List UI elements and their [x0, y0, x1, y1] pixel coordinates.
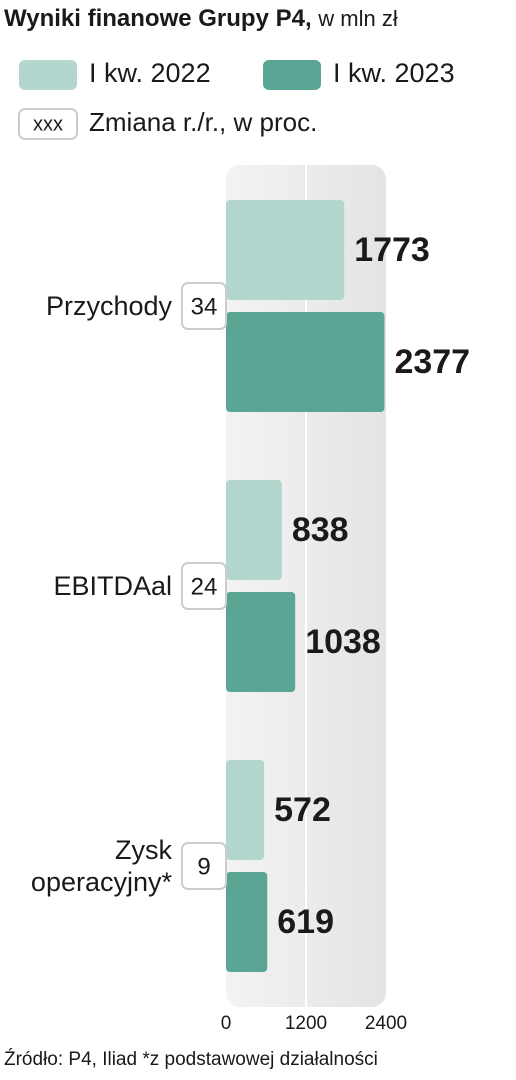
value-label: 572	[274, 791, 331, 829]
source-note: Źródło: P4, Iliad *z podstawowej działal…	[4, 1049, 378, 1070]
value-label: 1773	[354, 231, 430, 269]
category-label: Zysk operacyjny*	[30, 835, 172, 897]
bar	[226, 592, 296, 692]
subtitle: w mln zł	[317, 6, 398, 31]
change-label: 9	[197, 853, 210, 880]
bar	[226, 480, 282, 580]
legend-label: I kw. 2023	[333, 58, 455, 88]
category-label: Przychody	[45, 291, 172, 321]
chart-title: Wyniki finanowe Grupy P4, w mln zł	[4, 5, 398, 32]
change-box	[181, 562, 227, 610]
value-label: 838	[292, 511, 349, 549]
change-legend-label: Zmiana r./r., w proc.	[89, 107, 317, 137]
title: Wyniki finanowe Grupy P4,	[4, 5, 312, 32]
category-label: EBITDAal	[53, 571, 172, 601]
x-tick-label: 2400	[365, 1013, 407, 1034]
value-label: 2377	[394, 343, 470, 381]
bar	[226, 872, 268, 972]
legend-label: I kw. 2022	[89, 58, 211, 88]
bar	[226, 760, 265, 860]
bar	[226, 312, 385, 412]
bar	[226, 200, 345, 300]
legend-swatch	[263, 60, 321, 90]
legend-swatch	[19, 60, 77, 90]
x-tick-label: 0	[221, 1013, 232, 1034]
change-label: 34	[191, 293, 218, 320]
value-label: 619	[277, 903, 334, 941]
value-label: 1038	[305, 623, 381, 661]
change-box	[181, 282, 227, 330]
change-box	[181, 842, 227, 890]
change-label: 24	[191, 573, 218, 600]
change-legend-sample: xxx	[33, 113, 63, 135]
x-tick-label: 1200	[285, 1013, 327, 1034]
change-legend-box	[18, 108, 78, 140]
